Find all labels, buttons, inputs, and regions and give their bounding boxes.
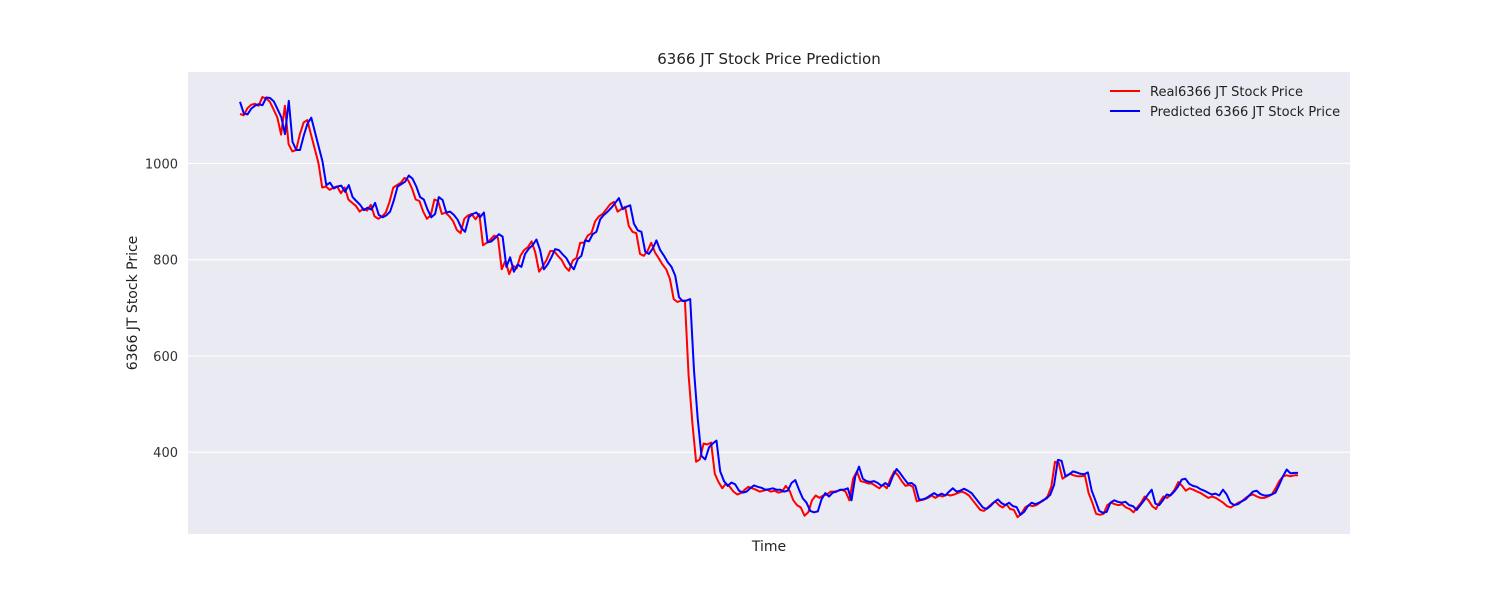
- plot-area: [188, 72, 1350, 534]
- x-axis-label: Time: [751, 539, 786, 555]
- y-tick-label: 1000: [145, 157, 178, 172]
- grid-lines: [188, 162, 1350, 453]
- y-tick-label: 600: [153, 350, 178, 365]
- legend-label-0: Real6366 JT Stock Price: [1150, 85, 1303, 100]
- series-line-real: [239, 96, 1298, 519]
- series-lines: [239, 96, 1298, 519]
- y-tick-label: 800: [153, 254, 178, 269]
- y-axis-ticks: 400 600 800 1000: [145, 157, 178, 461]
- series-line-predicted: [239, 96, 1298, 516]
- legend-label-1: Predicted 6366 JT Stock Price: [1150, 105, 1340, 120]
- chart-title: 6366 JT Stock Price Prediction: [657, 50, 880, 68]
- y-axis-label: 6366 JT Stock Price: [125, 236, 141, 371]
- legend: Real6366 JT Stock Price Predicted 6366 JT…: [1110, 85, 1340, 120]
- y-tick-label: 400: [153, 446, 178, 461]
